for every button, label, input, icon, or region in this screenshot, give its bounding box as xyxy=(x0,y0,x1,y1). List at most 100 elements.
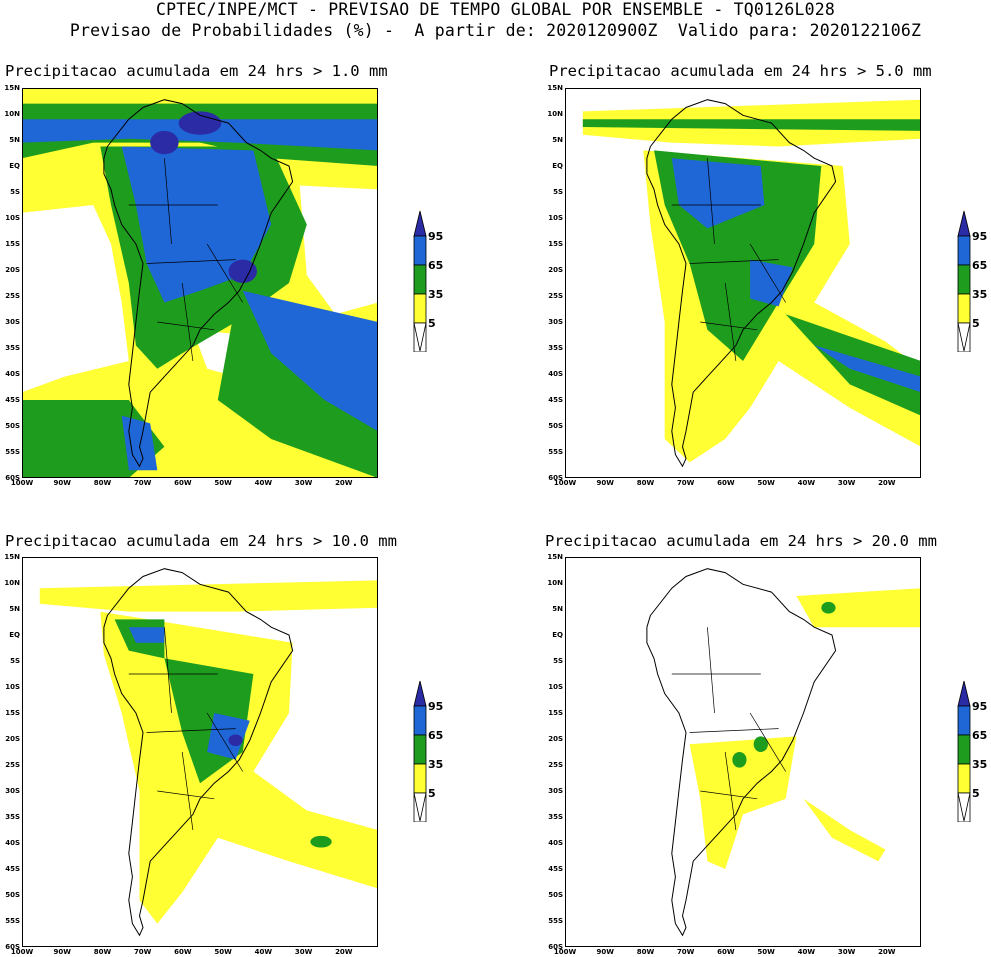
colorbar-segment xyxy=(413,235,427,266)
lat-label: 20S xyxy=(548,735,563,743)
colorbar-bottom-arrow xyxy=(413,322,427,352)
colorbar-label: 35 xyxy=(972,758,988,771)
colorbar-label: 35 xyxy=(428,758,444,771)
prob-65-area xyxy=(671,158,765,229)
country-border xyxy=(749,243,787,303)
lat-label: 40S xyxy=(5,370,20,378)
lon-label: 60W xyxy=(717,479,735,487)
colorbar xyxy=(957,210,971,352)
lat-label: 5N xyxy=(9,605,20,613)
colorbar-segment xyxy=(957,235,971,266)
lon-label: 40W xyxy=(254,479,273,487)
colorbar-label: 65 xyxy=(972,259,988,272)
lon-label: 70W xyxy=(133,479,152,487)
lon-label: 60W xyxy=(717,948,735,956)
lon-label: 80W xyxy=(636,948,655,956)
lon-label: 80W xyxy=(93,479,112,487)
prob-5-area xyxy=(100,611,378,924)
lat-label: EQ xyxy=(552,631,563,639)
lon-label: 20W xyxy=(878,479,896,487)
prob-35-area xyxy=(310,835,332,848)
coastline xyxy=(103,568,294,937)
lon-label: 90W xyxy=(596,479,614,487)
colorbar-segment xyxy=(413,705,427,736)
prob-5-area xyxy=(796,588,921,628)
prob-95-area xyxy=(228,259,257,283)
lat-label: 60S xyxy=(548,474,563,482)
lon-label: 100W xyxy=(553,479,577,487)
lat-label: 30S xyxy=(5,318,20,326)
lat-label: 5S xyxy=(10,657,20,665)
colorbar-bottom-arrow xyxy=(957,792,971,822)
map-frame xyxy=(565,557,921,947)
lat-label: 5S xyxy=(553,188,563,196)
colorbar xyxy=(413,210,427,352)
lat-label: 45S xyxy=(548,396,563,404)
prob-65-area xyxy=(242,290,378,432)
lon-label: 90W xyxy=(53,948,71,956)
lat-label: 35S xyxy=(5,344,20,352)
lon-label: 20W xyxy=(335,948,353,956)
panel-title: Precipitacao acumulada em 24 hrs > 5.0 m… xyxy=(549,62,932,80)
colorbar-label: 5 xyxy=(972,787,980,800)
probability-map xyxy=(565,557,921,947)
lat-label: 20S xyxy=(5,735,20,743)
lat-label: 50S xyxy=(5,422,20,430)
lat-label: 10N xyxy=(4,110,20,118)
prob-5-area xyxy=(803,798,886,862)
lat-label: 15S xyxy=(548,240,563,248)
lon-label: 100W xyxy=(10,948,34,956)
colorbar-label: 5 xyxy=(428,317,436,330)
colorbar-top-arrow xyxy=(413,210,427,237)
probability-map xyxy=(565,88,921,478)
lat-label: 25S xyxy=(548,292,563,300)
country-border xyxy=(157,321,215,331)
prob-5-area xyxy=(39,580,378,612)
lat-label: 35S xyxy=(5,813,20,821)
lon-label: 100W xyxy=(553,948,577,956)
colorbar-segment xyxy=(957,264,971,295)
prob-65-area xyxy=(121,415,158,471)
lat-label: 35S xyxy=(548,813,563,821)
lat-label: 15N xyxy=(4,553,20,561)
country-border xyxy=(206,712,244,772)
lat-label: 15S xyxy=(5,709,20,717)
prob-35-area xyxy=(582,119,921,131)
panel-title: Precipitacao acumulada em 24 hrs > 20.0 … xyxy=(545,532,937,550)
colorbar-top-arrow xyxy=(957,680,971,707)
lat-label: 50S xyxy=(548,891,563,899)
country-border xyxy=(206,243,244,303)
colorbar-label: 65 xyxy=(428,259,444,272)
country-border xyxy=(724,751,737,831)
lon-label: 80W xyxy=(93,948,112,956)
lat-label: 10N xyxy=(4,579,20,587)
country-border xyxy=(707,158,715,245)
map-frame xyxy=(22,88,378,478)
colorbar xyxy=(413,680,427,822)
country-border xyxy=(181,282,194,362)
no-signal-area xyxy=(299,185,378,315)
lat-label: 5N xyxy=(552,136,563,144)
lat-label: 20S xyxy=(548,266,563,274)
colorbar-segment xyxy=(957,763,971,794)
lon-label: 30W xyxy=(837,948,856,956)
coastline xyxy=(103,99,294,468)
lon-label: 70W xyxy=(676,948,695,956)
lon-label: 80W xyxy=(636,479,655,487)
map-frame xyxy=(22,557,378,947)
colorbar-label: 95 xyxy=(972,230,988,243)
country-border xyxy=(164,627,172,714)
lat-label: 20S xyxy=(5,266,20,274)
lon-label: 60W xyxy=(174,479,192,487)
no-signal-area xyxy=(22,220,101,346)
lat-label: 5S xyxy=(553,657,563,665)
prob-95-area xyxy=(150,130,179,155)
colorbar-segment xyxy=(957,705,971,736)
lat-label: 25S xyxy=(5,292,20,300)
lon-label: 90W xyxy=(53,479,71,487)
country-border xyxy=(700,790,758,800)
country-border xyxy=(689,728,779,733)
prob-65-area xyxy=(750,259,793,307)
lat-label: 60S xyxy=(5,474,20,482)
lat-label: EQ xyxy=(552,162,563,170)
